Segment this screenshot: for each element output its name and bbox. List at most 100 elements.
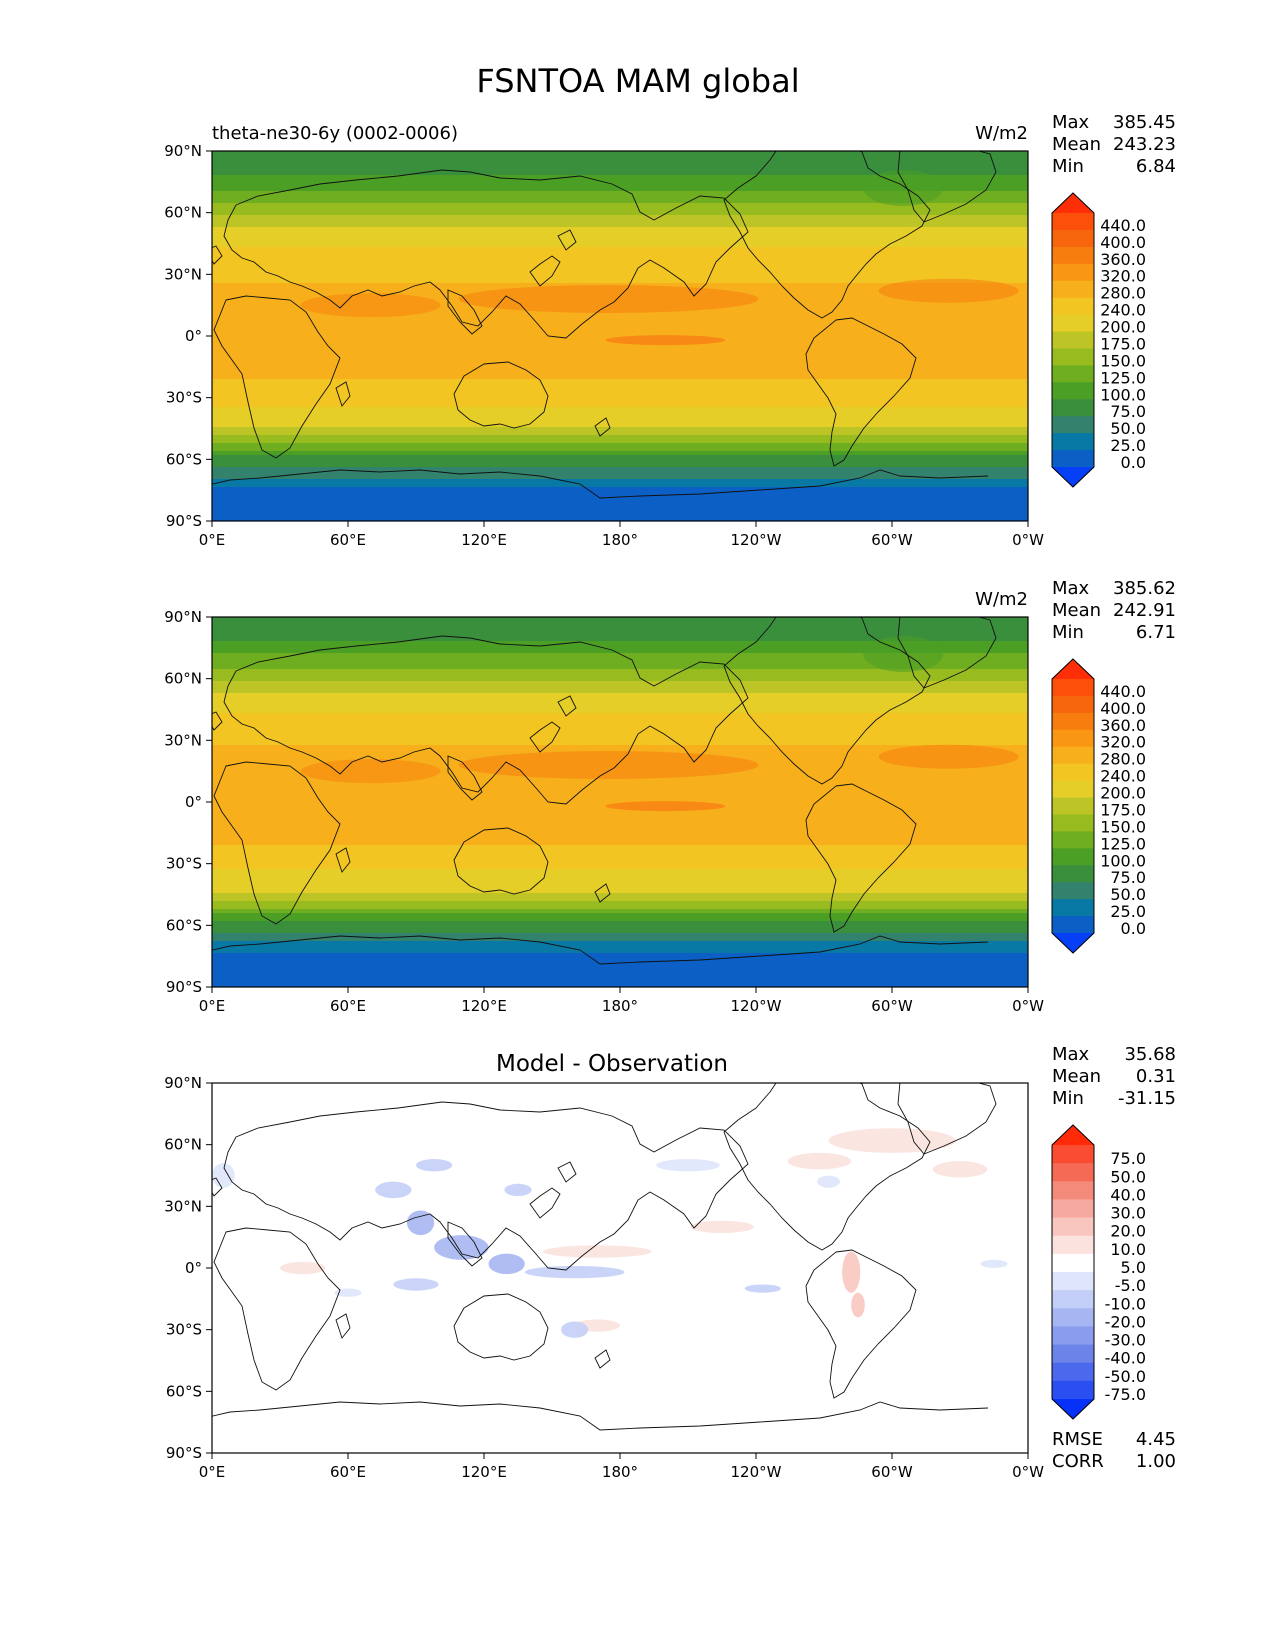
- colorbar-swatch: [1052, 348, 1094, 366]
- y-tick-label: 30°S: [166, 855, 202, 873]
- y-tick-label: 30°N: [164, 1197, 202, 1215]
- contour-band: [212, 977, 1028, 982]
- contour-band: [212, 681, 1028, 686]
- colorbar-swatch: [1052, 1344, 1094, 1364]
- colorbar-tick-label: 280.0: [1100, 284, 1146, 303]
- contour-band: [212, 499, 1028, 504]
- stat-label-min: Min: [1052, 156, 1084, 177]
- anomaly-patch: [416, 1159, 453, 1172]
- stat-label-mean: Mean: [1052, 1066, 1101, 1087]
- anomaly-patch: [851, 1292, 865, 1318]
- contour-band: [212, 793, 1028, 798]
- x-tick-label: 180°: [602, 531, 638, 549]
- colorbar-tick-label: 20.0: [1110, 1222, 1146, 1241]
- contour-band: [212, 985, 1028, 987]
- colorbar-tick-label: -40.0: [1105, 1349, 1146, 1368]
- x-tick-label: 120°E: [461, 1463, 507, 1481]
- contour-band: [212, 219, 1028, 224]
- colorbar-tick-label: 240.0: [1100, 301, 1146, 320]
- stat-label-mean: Mean: [1052, 600, 1101, 621]
- colorbar-swatch: [1052, 433, 1094, 451]
- x-tick-label: 0°W: [1012, 1463, 1044, 1481]
- contour-band: [212, 737, 1028, 742]
- anomaly-patch: [887, 1319, 942, 1332]
- contour-band: [212, 211, 1028, 216]
- colorbar-swatch: [1052, 1272, 1094, 1291]
- y-tick-label: 90°N: [164, 608, 202, 626]
- contour-band: [212, 697, 1028, 702]
- anomaly-patch: [787, 1152, 852, 1170]
- colorbar-extend-max: [1052, 193, 1094, 213]
- figure-title: FSNTOA MAM global: [476, 62, 799, 100]
- contour-band: [212, 471, 1028, 476]
- contour-band: [212, 391, 1028, 396]
- contour-band: [212, 459, 1028, 464]
- anomaly-patch: [561, 1321, 589, 1338]
- colorbar-tick-label: 0.0: [1121, 919, 1146, 938]
- colorbar-tick-label: 360.0: [1100, 716, 1146, 735]
- contour-band: [212, 247, 1028, 252]
- contour-band: [212, 833, 1028, 838]
- y-tick-label: 90°N: [164, 142, 202, 160]
- colorbar-swatch: [1052, 213, 1094, 231]
- contour-band: [212, 371, 1028, 376]
- contour-band: [212, 653, 1028, 658]
- contour-band: [212, 953, 1028, 958]
- contour-band: [212, 637, 1028, 642]
- contour-band: [212, 853, 1028, 858]
- colorbar-tick-label: 175.0: [1100, 800, 1146, 819]
- x-tick-label: 120°W: [731, 531, 782, 549]
- stat-label-corr: CORR: [1052, 1451, 1104, 1472]
- colorbar-swatch: [1052, 1290, 1094, 1309]
- contour-band: [212, 661, 1028, 666]
- stat-label-mean: Mean: [1052, 134, 1101, 155]
- units-label: W/m2: [975, 589, 1028, 610]
- contour-band: [212, 745, 1028, 750]
- anomaly-patch: [690, 1220, 754, 1234]
- colorbar-tick-label: 75.0: [1110, 402, 1146, 421]
- contour-band: [212, 905, 1028, 910]
- contour-band: [212, 729, 1028, 734]
- colorbar-swatch: [1052, 1163, 1094, 1182]
- colorbar-tick-label: 25.0: [1110, 436, 1146, 455]
- stat-value-min: 6.84: [1136, 156, 1176, 177]
- contour-band: [212, 713, 1028, 718]
- stat-label-rmse: RMSE: [1052, 1429, 1103, 1450]
- anomaly-patch: [212, 1163, 235, 1188]
- x-tick-label: 60°W: [871, 531, 913, 549]
- contour-band: [212, 415, 1028, 420]
- contour-band: [863, 636, 944, 672]
- contour-band: [212, 777, 1028, 782]
- colorbar-tick-label: 200.0: [1100, 784, 1146, 803]
- x-tick-label: 120°W: [731, 1463, 782, 1481]
- y-tick-label: 90°S: [166, 978, 202, 996]
- x-tick-label: 0°W: [1012, 997, 1044, 1015]
- contour-band: [212, 355, 1028, 360]
- contour-band: [212, 383, 1028, 388]
- contour-band: [212, 375, 1028, 380]
- colorbar-swatch: [1052, 229, 1094, 248]
- contour-band: [212, 395, 1028, 400]
- x-tick-label: 180°: [602, 997, 638, 1015]
- anomaly-patch: [375, 1181, 412, 1199]
- x-tick-label: 60°E: [330, 1463, 366, 1481]
- contour-band: [212, 781, 1028, 786]
- colorbar-tick-label: 280.0: [1100, 750, 1146, 769]
- stat-value-min: -31.15: [1118, 1088, 1176, 1109]
- contour-band: [212, 279, 1028, 284]
- panel-title: Model - Observation: [496, 1051, 728, 1077]
- colorbar-swatch: [1052, 382, 1094, 400]
- colorbar-tick-label: 40.0: [1110, 1185, 1146, 1204]
- contour-band: [212, 629, 1028, 634]
- anomaly-patch: [842, 1251, 861, 1293]
- colorbar-swatch: [1052, 865, 1094, 883]
- contour-band: [212, 973, 1028, 978]
- panel-title: theta-ne30-6y (0002-0006): [212, 123, 458, 144]
- contour-band: [212, 801, 1028, 806]
- contour-band: [212, 335, 1028, 340]
- anomaly-patch: [656, 1159, 720, 1172]
- contour-band: [458, 285, 759, 313]
- contour-band: [212, 649, 1028, 654]
- contour-band: [212, 271, 1028, 276]
- colorbar-tick-label: -50.0: [1105, 1367, 1146, 1386]
